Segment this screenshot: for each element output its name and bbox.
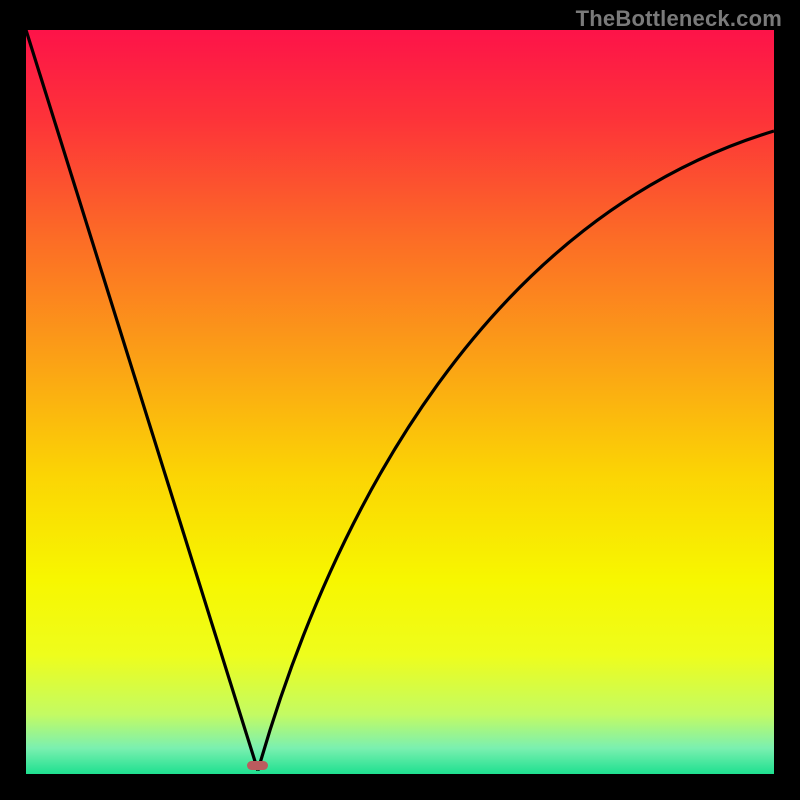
chart-frame: TheBottleneck.com [0,0,800,800]
left-curve-segment [26,30,258,771]
minimum-marker [247,761,268,770]
plot-area [26,30,774,774]
curve-svg [26,30,774,778]
right-curve-segment [258,131,774,771]
watermark-text: TheBottleneck.com [576,6,782,32]
